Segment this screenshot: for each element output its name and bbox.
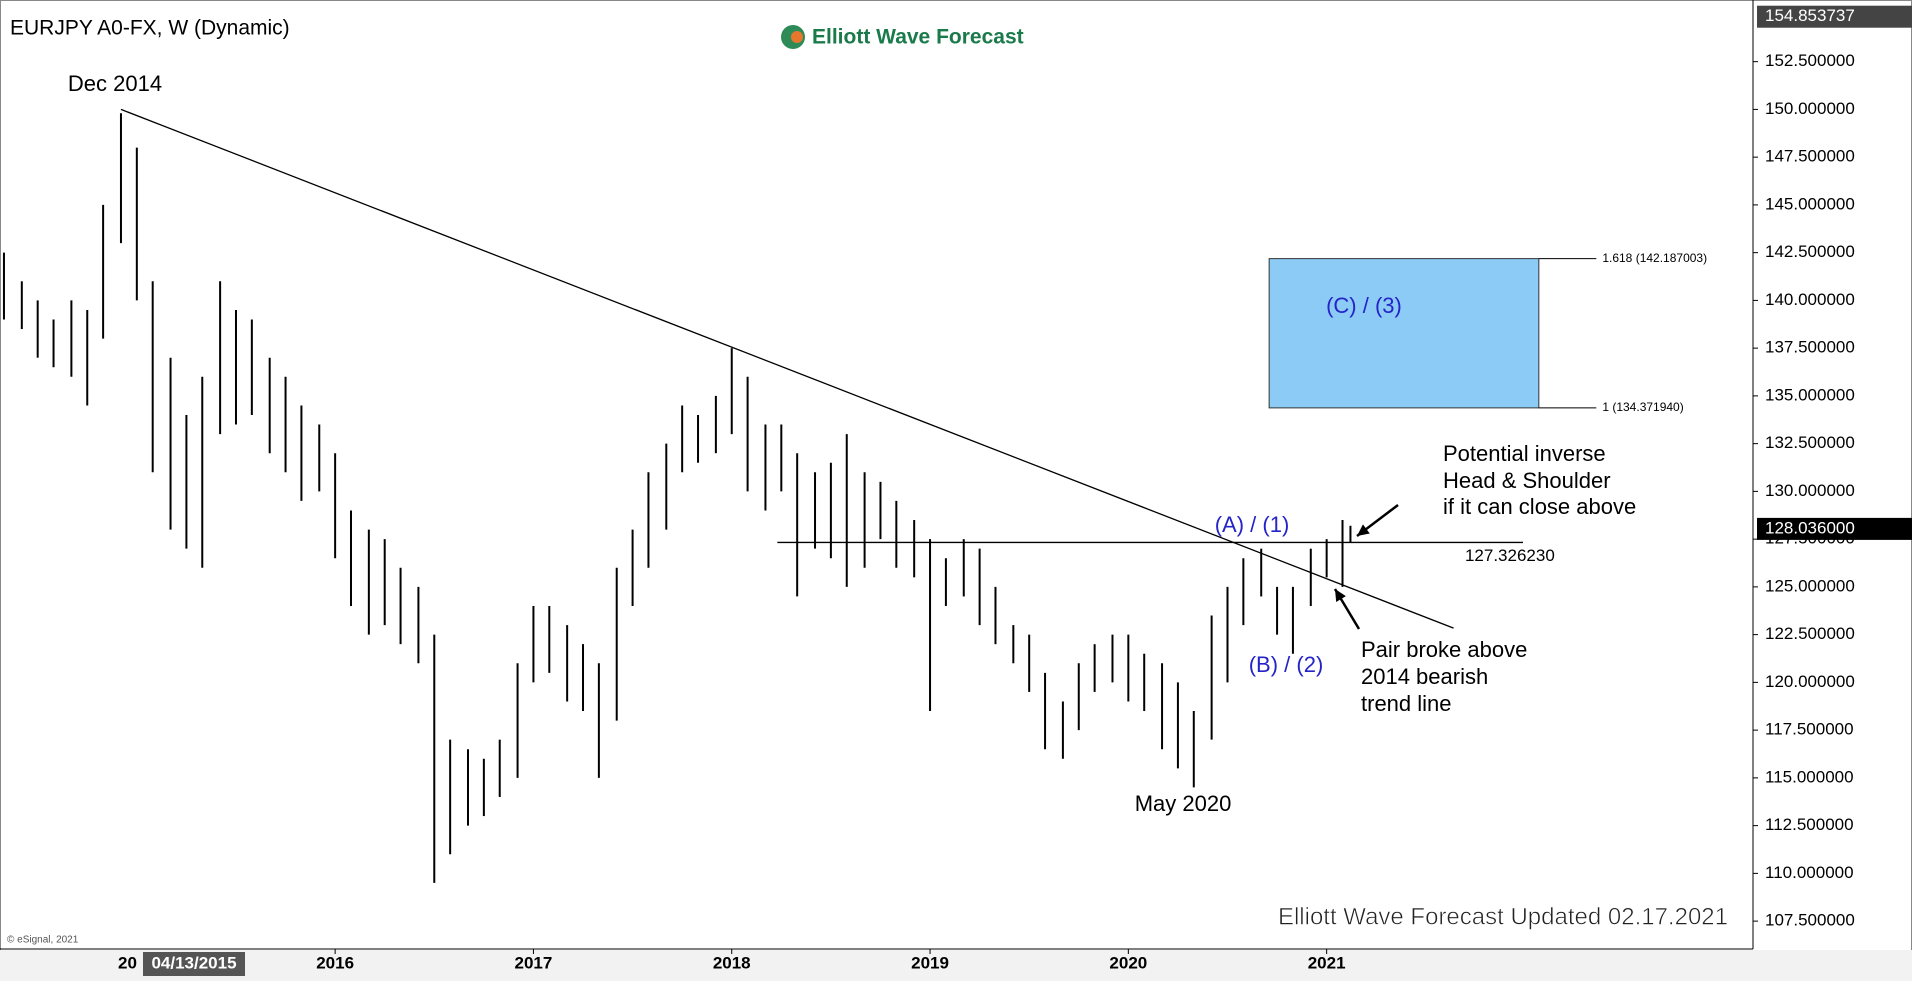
brand: Elliott Wave Forecast [812, 26, 1024, 49]
annotation: (B) / (2) [1249, 652, 1324, 677]
annotation: trend line [1361, 691, 1452, 716]
y-tick-label: 117.500000 [1765, 720, 1854, 739]
y-tick-label: 135.000000 [1765, 385, 1855, 404]
price-tag-label: 154.853737 [1765, 6, 1855, 25]
y-tick-label: 147.500000 [1765, 147, 1855, 166]
y-tick-label: 107.500000 [1765, 911, 1855, 930]
cursor-label: 04/13/2015 [151, 953, 236, 972]
cursor-prefix: 20 [118, 953, 137, 972]
annotation: 2014 bearish [1361, 664, 1488, 689]
x-tick-label: 2021 [1308, 953, 1346, 972]
annotation: May 2020 [1135, 791, 1232, 816]
x-tick-label: 2017 [515, 953, 553, 972]
chart-title: EURJPY A0-FX, W (Dynamic) [10, 17, 290, 40]
y-tick-label: 122.500000 [1765, 624, 1855, 643]
y-tick-label: 110.000000 [1765, 863, 1854, 882]
y-tick-label: 130.000000 [1765, 481, 1855, 500]
x-tick-label: 2020 [1109, 953, 1147, 972]
y-tick-label: 132.500000 [1765, 433, 1855, 452]
price-tag-label: 128.036000 [1765, 518, 1855, 537]
arrow-head [1335, 589, 1346, 602]
y-tick-label: 112.500000 [1765, 815, 1854, 834]
cursor-box [143, 952, 245, 976]
neckline-label: 127.326230 [1465, 546, 1555, 565]
y-tick-label: 115.000000 [1765, 767, 1854, 786]
y-tick-label: 152.500000 [1765, 51, 1855, 70]
annotation: Pair broke above [1361, 637, 1527, 662]
y-tick-label: 145.000000 [1765, 194, 1855, 213]
y-tick-label: 120.000000 [1765, 672, 1855, 691]
copyright: © eSignal, 2021 [7, 935, 79, 946]
x-tick-label: 2019 [911, 953, 949, 972]
arrow-head [1357, 524, 1370, 536]
y-tick-label: 125.000000 [1765, 576, 1855, 595]
fib-label: 1 (134.371940) [1602, 400, 1683, 414]
logo-icon-inner [791, 31, 803, 43]
target-box [1268, 258, 1540, 409]
annotation: Head & Shoulder [1443, 468, 1611, 493]
x-tick-label: 2016 [316, 953, 354, 972]
price-tag [1757, 517, 1912, 540]
price-tag [1757, 5, 1912, 28]
footer: Elliott Wave Forecast Updated 02.17.2021 [1278, 903, 1728, 930]
x-tick-label: 2018 [713, 953, 751, 972]
y-tick-label: 150.000000 [1765, 99, 1855, 118]
annotation: if it can close above [1443, 494, 1636, 519]
fib-label: 1.618 (142.187003) [1602, 251, 1707, 265]
x-axis-band [0, 950, 1912, 981]
annotation: Potential inverse [1443, 441, 1606, 466]
y-tick-label: 142.500000 [1765, 242, 1855, 261]
annotation: (A) / (1) [1215, 512, 1290, 537]
y-tick-label: 140.000000 [1765, 290, 1855, 309]
y-tick-label: 137.500000 [1765, 338, 1855, 357]
trend-line [120, 108, 1454, 629]
wave-label: (C) / (3) [1326, 293, 1402, 318]
annotation: Dec 2014 [68, 71, 162, 96]
